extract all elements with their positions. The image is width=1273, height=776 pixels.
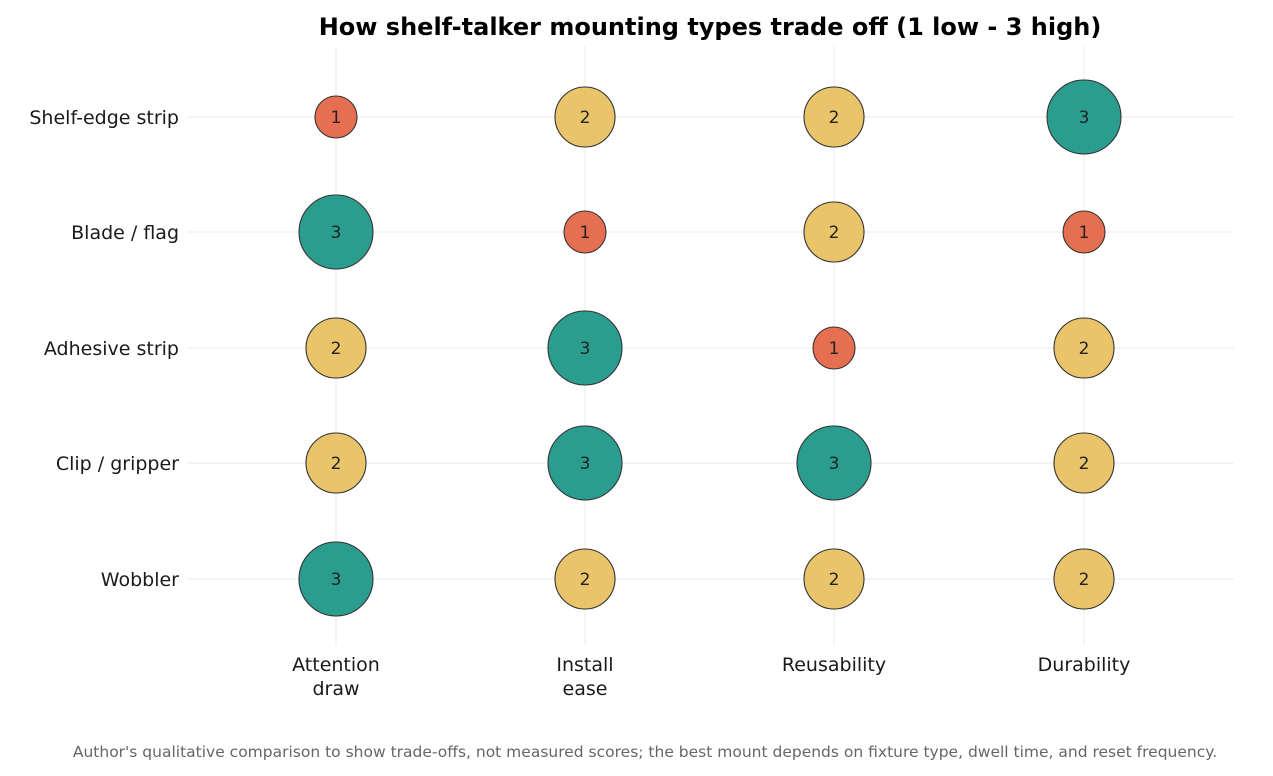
chart-title: How shelf-talker mounting types trade of… (319, 13, 1102, 41)
bubble-value-label: 2 (829, 108, 840, 128)
bubble-value-label: 3 (829, 454, 840, 474)
bubble-value-label: 3 (580, 339, 591, 359)
bubble-point (298, 194, 374, 270)
bubble-value-label: 1 (331, 108, 342, 128)
y-tick-label: Blade / flag (71, 222, 179, 244)
bubble-point (547, 310, 623, 386)
y-tick-label: Adhesive strip (44, 338, 179, 360)
y-axis-labels: Shelf-edge strip Blade / flag Adhesive str… (29, 107, 179, 591)
bubble-point (314, 95, 358, 139)
x-tick-label: Reusability (782, 654, 886, 676)
bubble-point (796, 425, 872, 501)
bubble-value-label: 3 (331, 223, 342, 243)
bubble-point (305, 317, 367, 379)
bubble-point (1053, 317, 1115, 379)
bubble-point (554, 548, 616, 610)
x-tick-label: Install ease (556, 654, 613, 700)
bubble-point (1053, 432, 1115, 494)
bubble-value-label: 3 (331, 570, 342, 590)
bubble-value-label: 1 (580, 223, 591, 243)
y-tick-label: Clip / gripper (56, 453, 179, 475)
bubble-point (803, 86, 865, 148)
bubble-value-label: 2 (1079, 339, 1090, 359)
bubble-point (305, 432, 367, 494)
bubble-value-label: 2 (580, 570, 591, 590)
x-axis-labels: Attention draw Install ease Reusability Durab… (292, 654, 1130, 700)
bubble-point (1046, 79, 1122, 155)
bubble-value-label: 1 (829, 339, 840, 359)
y-tick-label: Shelf-edge strip (29, 107, 179, 129)
bubble-value-label: 2 (331, 339, 342, 359)
bubbles: 1 2 2 3 3 1 2 1 2 3 1 2 2 3 3 2 3 2 2 2 (298, 79, 1122, 617)
bubble-point (298, 541, 374, 617)
x-tick-label: Durability (1038, 654, 1131, 676)
x-tick-label: Attention draw (292, 654, 380, 700)
y-tick-label: Wobbler (101, 569, 179, 591)
bubble-value-label: 3 (580, 454, 591, 474)
chart-caption: Author's qualitative comparison to show … (73, 743, 1217, 761)
bubble-point (547, 425, 623, 501)
bubble-point (1062, 210, 1106, 254)
bubble-point (803, 548, 865, 610)
bubble-value-label: 2 (829, 223, 840, 243)
bubble-value-label: 3 (1079, 108, 1090, 128)
bubble-point (563, 210, 607, 254)
bubble-point (803, 201, 865, 263)
bubble-value-label: 2 (829, 570, 840, 590)
bubble-value-label: 2 (1079, 454, 1090, 474)
bubble-point (812, 326, 856, 370)
bubble-value-label: 1 (1079, 223, 1090, 243)
bubble-value-label: 2 (331, 454, 342, 474)
bubble-point (554, 86, 616, 148)
bubble-value-label: 2 (580, 108, 591, 128)
bubble-point (1053, 548, 1115, 610)
bubble-value-label: 2 (1079, 570, 1090, 590)
